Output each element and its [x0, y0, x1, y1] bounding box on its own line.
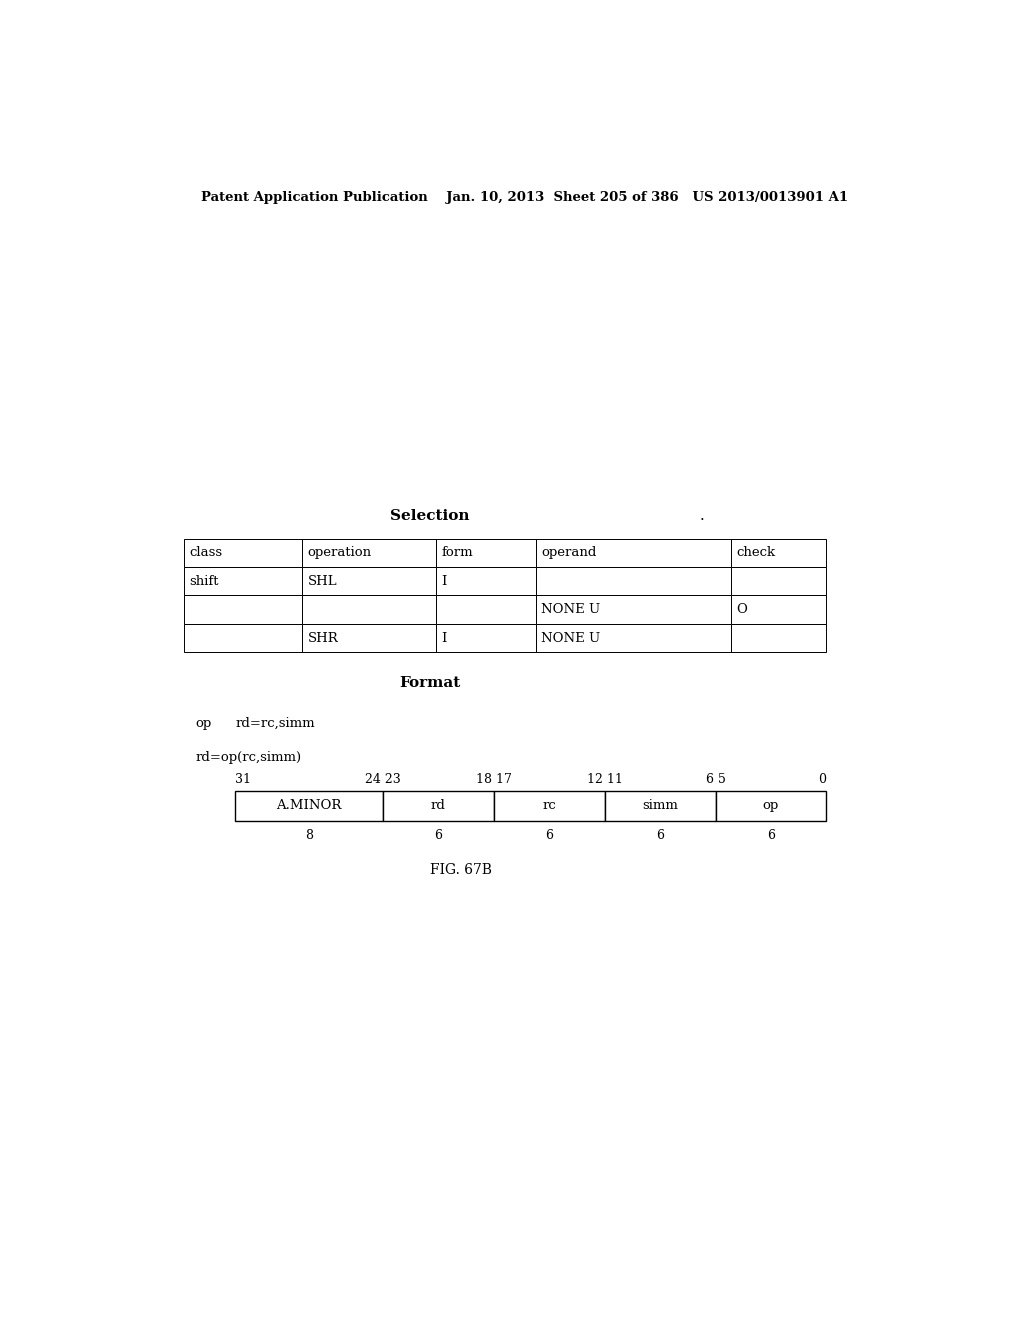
Text: 31: 31 — [236, 772, 251, 785]
Text: 18 17: 18 17 — [476, 772, 512, 785]
Text: SHR: SHR — [308, 632, 339, 644]
Bar — [302, 539, 436, 568]
Bar — [183, 624, 302, 652]
Text: SHL: SHL — [308, 574, 337, 587]
Text: operation: operation — [308, 546, 372, 560]
Bar — [183, 568, 302, 595]
Bar — [436, 624, 536, 652]
Bar — [436, 539, 536, 568]
Text: op: op — [196, 717, 212, 730]
Bar — [302, 568, 436, 595]
Bar — [436, 568, 536, 595]
Bar — [731, 568, 826, 595]
Bar — [383, 791, 494, 821]
Bar — [731, 595, 826, 624]
Text: rd: rd — [431, 800, 445, 812]
Bar — [536, 595, 731, 624]
Text: rd=rc,simm: rd=rc,simm — [236, 717, 314, 730]
Text: A.MINOR: A.MINOR — [276, 800, 342, 812]
Text: 6: 6 — [434, 829, 442, 842]
Text: 0: 0 — [818, 772, 826, 785]
Text: 6: 6 — [545, 829, 553, 842]
Text: Selection: Selection — [390, 510, 469, 523]
Text: I: I — [441, 632, 447, 644]
Text: FIG. 67B: FIG. 67B — [430, 863, 493, 876]
Text: 24 23: 24 23 — [366, 772, 400, 785]
Text: form: form — [441, 546, 473, 560]
Bar — [716, 791, 826, 821]
Text: 6: 6 — [656, 829, 665, 842]
Text: check: check — [736, 546, 775, 560]
Bar — [604, 791, 716, 821]
Text: I: I — [441, 574, 447, 587]
Text: O: O — [736, 603, 748, 616]
Bar — [183, 595, 302, 624]
Bar — [536, 539, 731, 568]
Text: 6 5: 6 5 — [706, 772, 725, 785]
Text: class: class — [189, 546, 222, 560]
Text: simm: simm — [642, 800, 678, 812]
Text: 12 11: 12 11 — [587, 772, 623, 785]
Text: rc: rc — [543, 800, 556, 812]
Text: op: op — [763, 800, 779, 812]
Bar — [302, 595, 436, 624]
Text: .: . — [699, 510, 705, 523]
Text: Format: Format — [399, 676, 460, 690]
Text: 6: 6 — [767, 829, 775, 842]
Text: Patent Application Publication    Jan. 10, 2013  Sheet 205 of 386   US 2013/0013: Patent Application Publication Jan. 10, … — [202, 190, 848, 203]
Text: 8: 8 — [305, 829, 313, 842]
Bar — [494, 791, 604, 821]
Text: rd=op(rc,simm): rd=op(rc,simm) — [196, 751, 302, 763]
Text: shift: shift — [189, 574, 218, 587]
Bar — [236, 791, 383, 821]
Bar — [436, 595, 536, 624]
Bar — [731, 624, 826, 652]
Text: NONE U: NONE U — [541, 603, 600, 616]
Bar — [536, 624, 731, 652]
Text: operand: operand — [541, 546, 597, 560]
Bar — [731, 539, 826, 568]
Bar — [302, 624, 436, 652]
Bar — [536, 568, 731, 595]
Bar — [183, 539, 302, 568]
Text: NONE U: NONE U — [541, 632, 600, 644]
